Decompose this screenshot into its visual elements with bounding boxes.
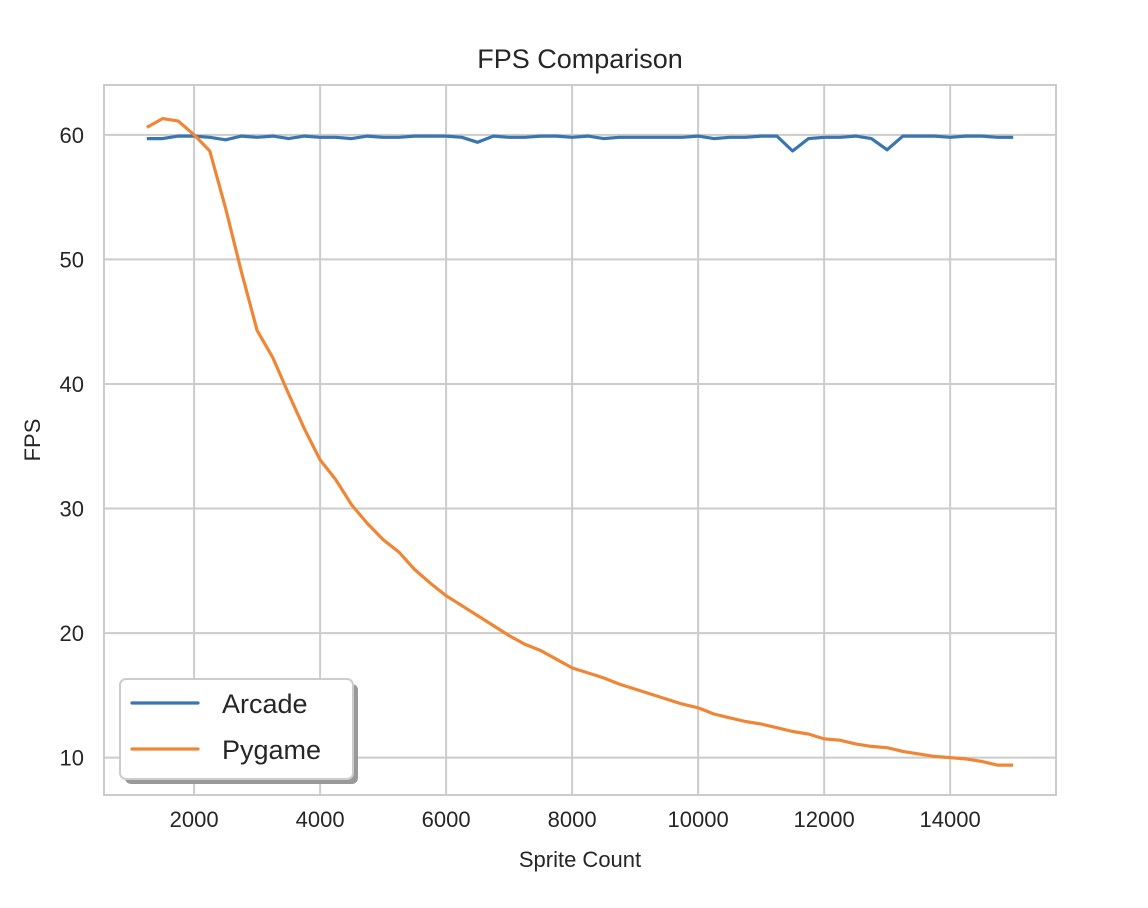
y-tick-label: 20 (60, 621, 84, 646)
x-tick-label: 12000 (794, 807, 855, 832)
y-tick-label: 50 (60, 247, 84, 272)
x-tick-label: 8000 (548, 807, 597, 832)
series-lines (146, 116, 1014, 767)
plot-frame (103, 84, 1057, 796)
legend-label-pygame: Pygame (222, 735, 321, 765)
chart-title: FPS Comparison (477, 44, 683, 74)
x-tick-label: 14000 (920, 807, 981, 832)
x-axis-label: Sprite Count (519, 847, 641, 872)
x-axis-ticks: 2000 4000 6000 8000 10000 12000 14000 (170, 807, 981, 832)
y-axis-ticks: 10 20 30 40 50 60 (60, 123, 84, 771)
y-axis-label: FPS (20, 419, 45, 462)
series-line-arcade (146, 134, 1014, 153)
x-tick-label: 2000 (170, 807, 219, 832)
x-tick-label: 4000 (296, 807, 345, 832)
legend: Arcade Pygame (119, 678, 358, 784)
x-tick-label: 10000 (668, 807, 729, 832)
legend-label-arcade: Arcade (222, 689, 308, 719)
x-tick-label: 6000 (422, 807, 471, 832)
gridlines (104, 85, 1056, 795)
y-tick-label: 30 (60, 497, 84, 522)
y-tick-label: 60 (60, 123, 84, 148)
y-tick-label: 40 (60, 372, 84, 397)
y-tick-label: 10 (60, 746, 84, 771)
series-line-pygame (146, 116, 1014, 767)
